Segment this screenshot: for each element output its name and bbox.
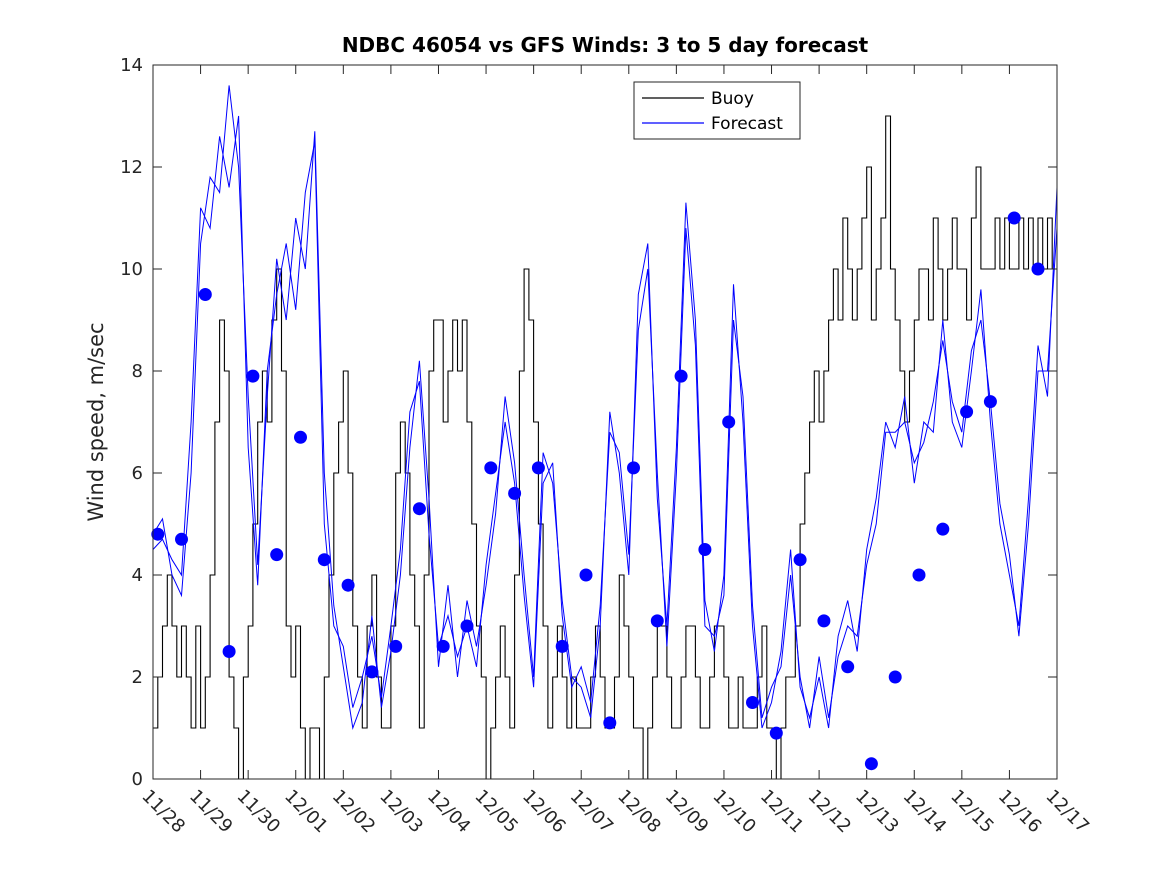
x-tick-label: 12/08: [613, 786, 665, 838]
legend-label-forecast: Forecast: [711, 114, 783, 134]
forecast-point: [698, 543, 712, 556]
y-tick-label: 0: [132, 769, 143, 790]
forecast-point: [198, 288, 212, 301]
y-tick-label: 10: [120, 259, 143, 280]
x-tick-label: 12/17: [1041, 786, 1093, 838]
forecast-point: [412, 502, 426, 516]
x-tick-label: 12/05: [471, 786, 523, 838]
y-axis: 0 2 4 6 8 10 12 14: [120, 55, 1057, 790]
forecast-point: [222, 645, 236, 658]
forecast-point: [841, 660, 855, 674]
forecast-point: [460, 619, 474, 633]
x-tick-label: 12/09: [661, 786, 713, 838]
forecast-point: [175, 532, 188, 546]
x-tick-label: 12/12: [804, 786, 856, 838]
forecast-point: [769, 726, 783, 740]
forecast-point: [983, 395, 997, 409]
series-layer: [152, 85, 1058, 780]
forecast-point: [912, 568, 926, 582]
forecast-point: [389, 639, 403, 653]
forecast-point: [317, 553, 331, 567]
plot-background: [153, 65, 1057, 779]
forecast-point: [270, 548, 284, 562]
forecast-point: [436, 639, 450, 653]
x-tick-label: 12/01: [280, 786, 332, 838]
forecast-point: [294, 430, 307, 444]
x-tick-label: 12/04: [423, 786, 475, 838]
x-tick-label: 12/06: [518, 786, 570, 838]
legend-box: [633, 81, 801, 140]
y-tick-label: 14: [120, 55, 143, 76]
y-axis-label: Wind speed, m/sec: [84, 322, 108, 521]
forecast-point: [817, 614, 831, 628]
forecast-point: [960, 405, 974, 419]
forecast-point: [1031, 262, 1045, 276]
forecast-point: [151, 527, 165, 541]
marker-layer: [151, 211, 1045, 771]
y-tick-label: 12: [120, 157, 143, 178]
y-tick-label: 6: [132, 463, 143, 484]
x-tick-label: 12/11: [756, 786, 808, 838]
plot-frame: [152, 64, 1058, 780]
forecast-point: [508, 486, 522, 500]
series-forecast-line-2: [152, 115, 1058, 729]
x-tick-label: 12/03: [375, 786, 427, 838]
x-tick-label: 12/15: [946, 786, 998, 838]
forecast-point: [793, 553, 807, 567]
forecast-point: [1007, 211, 1021, 225]
forecast-point: [246, 369, 260, 383]
forecast-point: [531, 461, 545, 475]
x-tick-label: 12/13: [851, 786, 903, 838]
forecast-point: [746, 696, 759, 709]
forecast-point: [936, 522, 950, 536]
forecast-point: [650, 614, 664, 628]
y-tick-label: 2: [132, 667, 143, 688]
forecast-point: [484, 461, 498, 475]
legend-label-buoy: Buoy: [711, 89, 754, 109]
y-tick-label: 4: [132, 565, 143, 586]
forecast-point: [555, 639, 569, 653]
x-tick-label: 12/10: [708, 786, 760, 838]
forecast-point: [864, 757, 878, 771]
forecast-point: [722, 415, 736, 429]
chart-title: NDBC 46054 vs GFS Winds: 3 to 5 day fore…: [342, 33, 869, 57]
x-tick-label: 12/14: [899, 786, 951, 838]
x-tick-label: 11/29: [185, 786, 237, 838]
x-tick-label: 12/07: [566, 786, 618, 838]
legend: Buoy Forecast: [633, 81, 801, 140]
y-tick-label: 8: [132, 361, 143, 382]
x-tick-label: 11/30: [233, 786, 285, 838]
x-tick-label: 12/02: [328, 786, 380, 838]
forecast-point: [627, 461, 640, 475]
forecast-point: [341, 578, 355, 592]
forecast-point: [365, 665, 379, 679]
forecast-point: [888, 670, 902, 684]
forecast-point: [579, 568, 593, 582]
forecast-point: [674, 369, 688, 383]
forecast-point: [603, 716, 617, 730]
x-tick-label: 12/16: [994, 786, 1046, 838]
x-tick-label: 11/28: [137, 786, 189, 838]
